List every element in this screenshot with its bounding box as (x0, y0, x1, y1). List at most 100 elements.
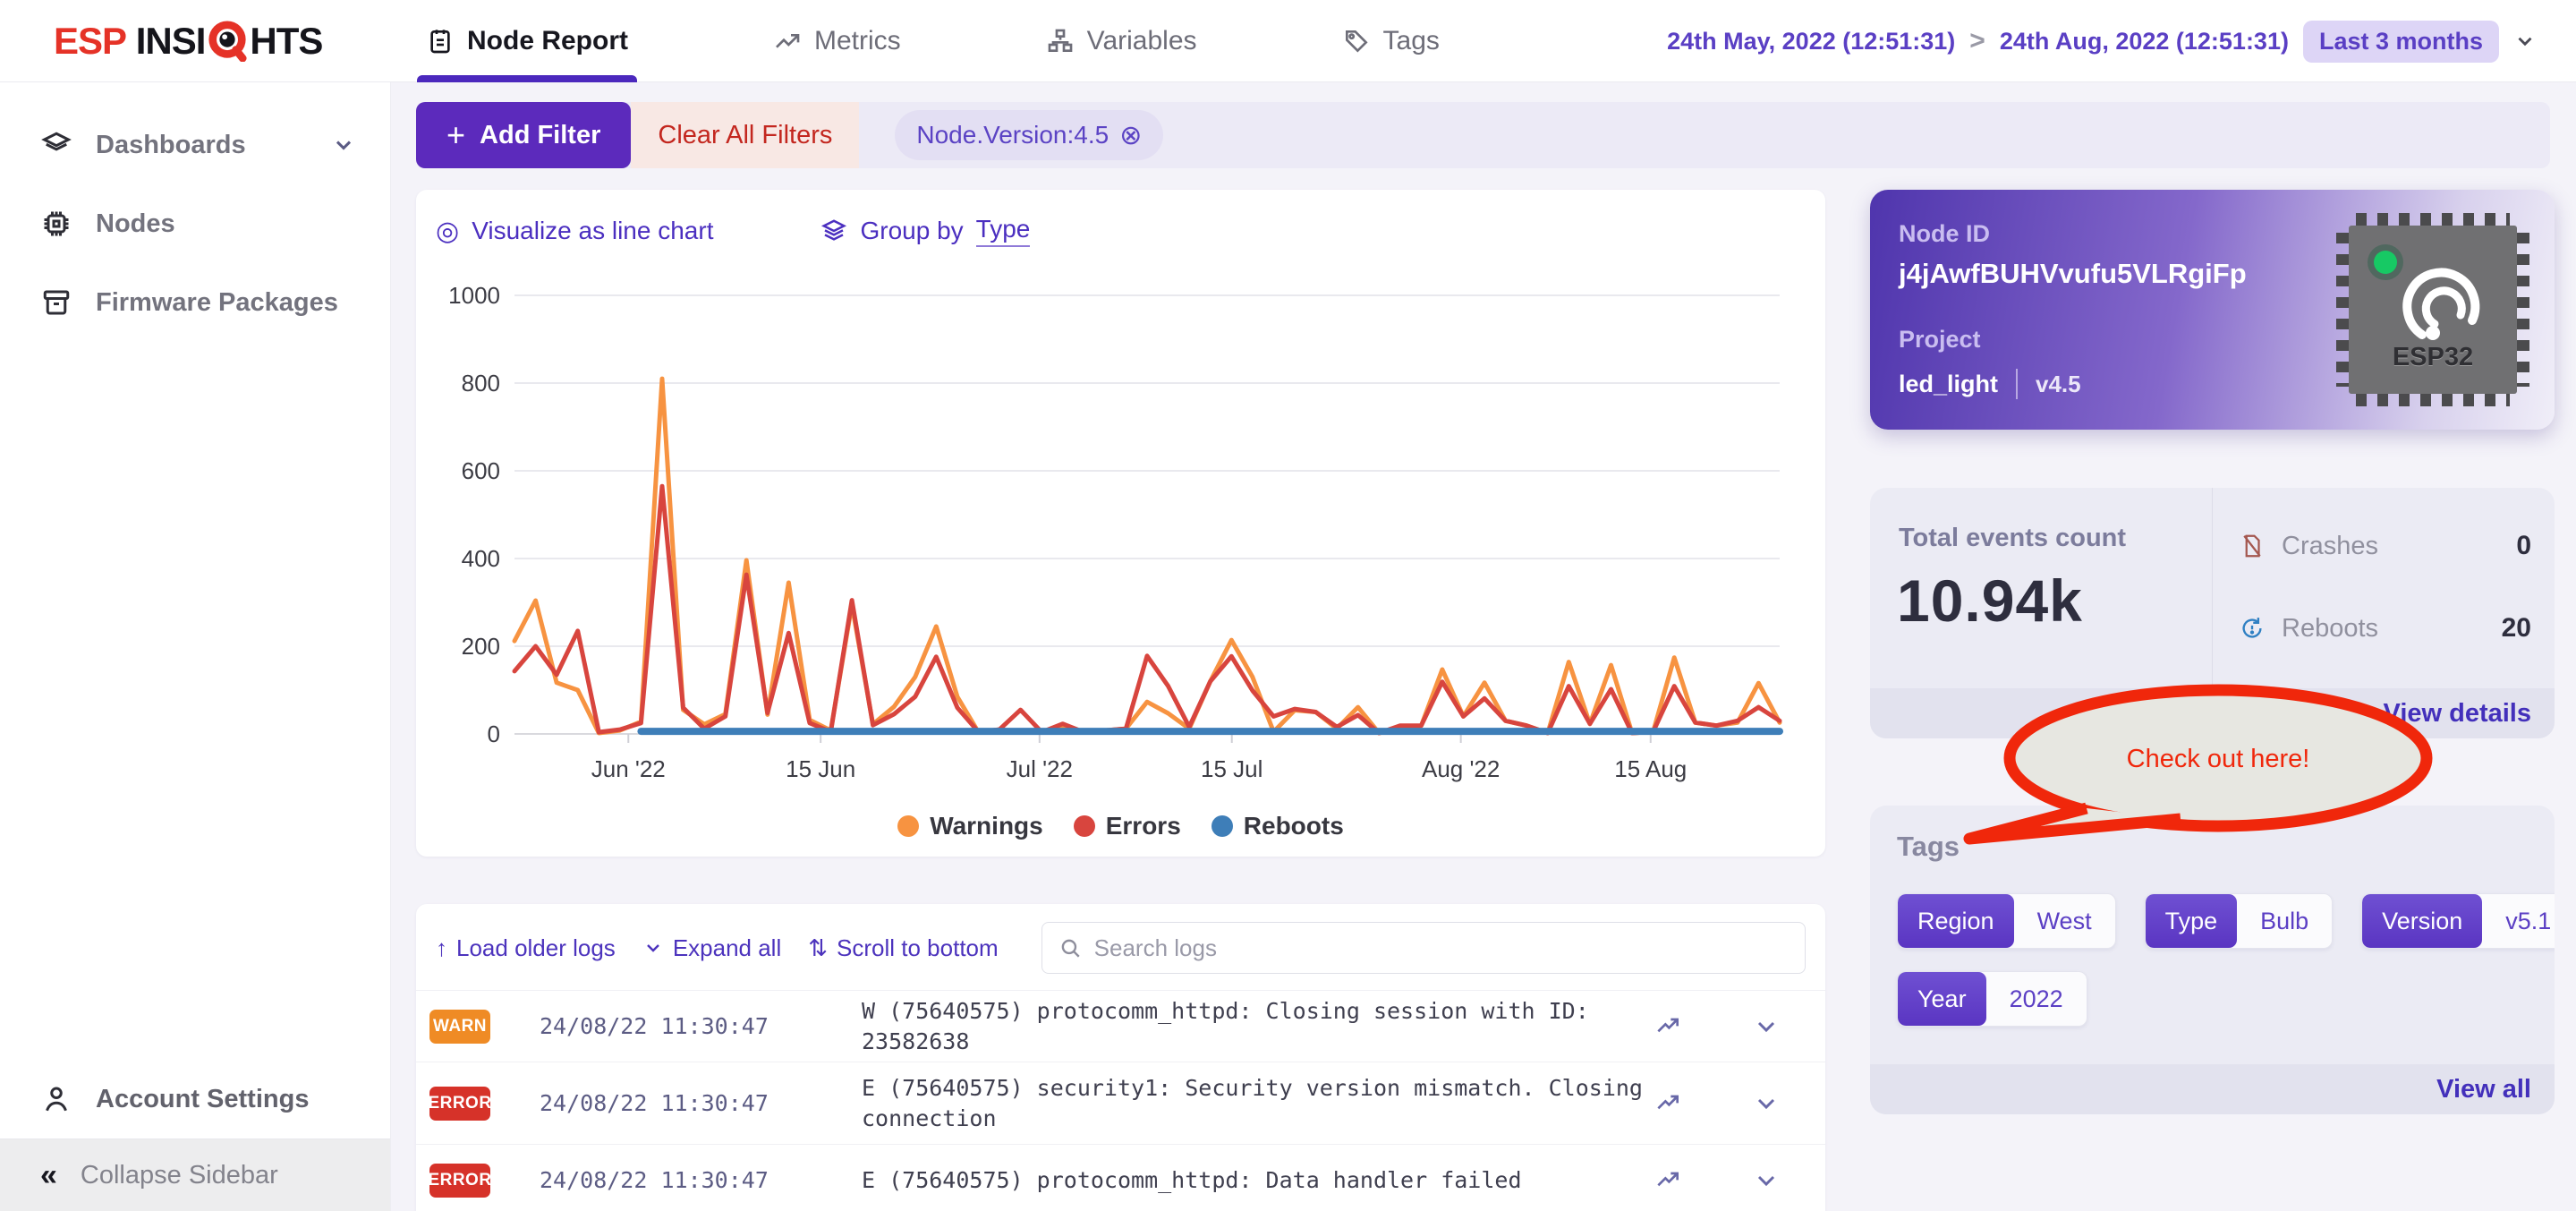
eye-icon: ◎ (436, 216, 460, 246)
add-filter-label: Add Filter (480, 120, 601, 149)
crashes-row: Crashes 0 (2239, 531, 2531, 561)
collapse-label: Collapse Sidebar (80, 1160, 278, 1190)
tag-pill-type[interactable]: Type Bulb (2144, 893, 2334, 949)
legend-item-warnings[interactable]: Warnings (897, 812, 1043, 840)
clear-all-filters-button[interactable]: Clear All Filters (631, 102, 860, 168)
view-all-link[interactable]: View all (2436, 1074, 2531, 1104)
tags-card: Tags Region West Type Bulb Version v5.1 … (1870, 806, 2555, 1114)
report-icon (430, 30, 450, 54)
tag-value: v5.1 (2505, 907, 2552, 934)
sidebar-item-account-settings[interactable]: Account Settings (0, 1060, 390, 1139)
errors-dot-icon (1073, 815, 1095, 837)
tag-pill-region[interactable]: Region West (1897, 893, 2116, 949)
log-row[interactable]: ERROR 24/08/22 11:30:47 E (75640575) pro… (416, 1144, 1825, 1211)
chart-header: ◎ Visualize as line chart Group by Type (416, 190, 1825, 247)
scroll-to-bottom-button[interactable]: ⇅ Scroll to bottom (808, 934, 998, 962)
reboots-label: Reboots (2282, 613, 2379, 643)
chip-body: ESP32 (2349, 226, 2517, 394)
trend-icon[interactable] (1654, 1012, 1682, 1041)
tab-metrics[interactable]: Metrics (768, 0, 906, 82)
date-range-picker[interactable]: 24th May, 2022 (12:51:31) > 24th Aug, 20… (1667, 0, 2537, 82)
view-details-link[interactable]: View details (2383, 698, 2532, 728)
logs-toolbar: ↑ Load older logs Expand all ⇅ Scroll to… (416, 904, 1825, 990)
tags-card-footer: View all (1870, 1064, 2555, 1114)
filter-chip-node-version[interactable]: Node.Version:4.5 ⊗ (895, 110, 1164, 160)
log-level-badge: ERROR (428, 1086, 491, 1121)
date-from: 24th May, 2022 (12:51:31) (1667, 27, 1956, 55)
clear-filters-label: Clear All Filters (658, 120, 833, 149)
svg-text:0: 0 (488, 721, 500, 747)
svg-text:Aug '22: Aug '22 (1422, 755, 1500, 782)
archive-box-icon (43, 290, 70, 315)
top-header: ESP INSI HTS Node Report Metrics (0, 0, 2576, 82)
load-older-logs-button[interactable]: ↑ Load older logs (436, 934, 616, 962)
add-filter-button[interactable]: + Add Filter (416, 102, 632, 168)
project-name: led_light (1899, 370, 1999, 397)
svg-text:600: 600 (462, 457, 500, 484)
expand-all-button[interactable]: Expand all (642, 934, 781, 962)
tag-pill-version[interactable]: Version v5.1 (2361, 893, 2555, 949)
log-message: W (75640575) protocomm_httpd: Closing se… (862, 997, 1589, 1054)
tag-key: Type (2145, 894, 2238, 948)
trending-up-icon (776, 34, 800, 48)
trend-icon[interactable] (1654, 1166, 1682, 1195)
warnings-dot-icon (897, 815, 920, 837)
group-by-value[interactable]: Type (975, 215, 1031, 247)
sidebar-item-label: Account Settings (96, 1084, 310, 1113)
chip-pins (2356, 213, 2510, 226)
remove-filter-icon[interactable]: ⊗ (1119, 120, 1143, 150)
group-by-control[interactable]: Group by Type (820, 215, 1031, 247)
chevron-down-icon[interactable] (1752, 1012, 1781, 1041)
svg-text:800: 800 (462, 370, 500, 397)
visualize-toggle[interactable]: ◎ Visualize as line chart (436, 216, 713, 247)
events-card-footer: View details (1870, 688, 2555, 738)
logo-text-insi: INSI (135, 20, 207, 62)
chevron-down-icon[interactable] (2513, 30, 2537, 53)
chevron-down-icon[interactable] (1752, 1166, 1781, 1195)
reboots-value: 20 (2501, 613, 2531, 643)
tags-row: Region West Type Bulb Version v5.1 (1897, 893, 2555, 949)
legend-item-reboots[interactable]: Reboots (1211, 812, 1344, 840)
line-chart[interactable]: 0 200 400 600 800 1000 Jun '22 15 Jun Jul '22 15 … (436, 279, 1806, 798)
divider (2016, 369, 2019, 399)
chevron-down-icon (646, 944, 659, 952)
reboots-dot-icon (1211, 815, 1233, 837)
svg-text:Jul '22: Jul '22 (1007, 755, 1073, 782)
date-preset-badge[interactable]: Last 3 months (2302, 20, 2499, 63)
chip-name-label: ESP32 (2392, 343, 2474, 371)
reboots-row: Reboots 20 (2239, 613, 2531, 644)
tab-node-report[interactable]: Node Report (417, 0, 637, 82)
tab-label: Node Report (467, 26, 628, 55)
events-count-title: Total events count (1899, 524, 2127, 552)
tag-key: Version (2362, 894, 2483, 948)
tab-variables[interactable]: Variables (1041, 0, 1203, 82)
svg-text:1000: 1000 (448, 282, 500, 309)
layers-icon (41, 132, 72, 151)
tags-title: Tags (1897, 831, 1960, 862)
trend-icon[interactable] (1654, 1089, 1682, 1118)
sidebar-item-firmware-packages[interactable]: Firmware Packages (0, 263, 390, 342)
sidebar-item-dashboards[interactable]: Dashboards (0, 106, 390, 184)
esp32-chip-image: ESP32 (2336, 213, 2529, 406)
reboot-icon (2242, 618, 2262, 638)
search-logs-input[interactable] (1093, 934, 1789, 962)
tab-tags[interactable]: Tags (1337, 0, 1445, 82)
scroll-bottom-label: Scroll to bottom (837, 934, 999, 961)
tag-pill-year[interactable]: Year 2022 (1897, 971, 2087, 1027)
sidebar-item-nodes[interactable]: Nodes (0, 184, 390, 263)
chevron-down-icon[interactable] (331, 132, 356, 158)
chevron-down-icon[interactable] (1752, 1089, 1781, 1118)
legend-item-errors[interactable]: Errors (1073, 812, 1181, 840)
collapse-sidebar-button[interactable]: « Collapse Sidebar (0, 1139, 390, 1211)
log-row[interactable]: WARN 24/08/22 11:30:47 W (75640575) prot… (416, 990, 1825, 1062)
arrow-up-icon: ↑ (436, 934, 447, 961)
log-search-box (1041, 922, 1806, 974)
logo-text-esp: ESP (54, 20, 127, 62)
svg-text:15 Jul: 15 Jul (1201, 755, 1262, 782)
log-message: E (75640575) security1: Security version… (862, 1074, 1643, 1131)
sidebar-item-label: Nodes (96, 209, 175, 238)
log-row[interactable]: ERROR 24/08/22 11:30:47 E (75640575) sec… (416, 1062, 1825, 1144)
logs-card: ↑ Load older logs Expand all ⇅ Scroll to… (416, 904, 1825, 1211)
tag-key: Region (1898, 894, 2014, 948)
chip-pins (2336, 233, 2349, 387)
